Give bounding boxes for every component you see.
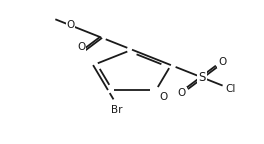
Text: O: O	[218, 57, 226, 67]
Text: O: O	[77, 42, 86, 52]
Text: O: O	[178, 88, 186, 97]
Text: O: O	[160, 92, 168, 102]
Text: S: S	[198, 71, 206, 84]
Text: Cl: Cl	[225, 84, 235, 94]
Text: Br: Br	[111, 105, 122, 115]
Text: O: O	[66, 20, 75, 30]
